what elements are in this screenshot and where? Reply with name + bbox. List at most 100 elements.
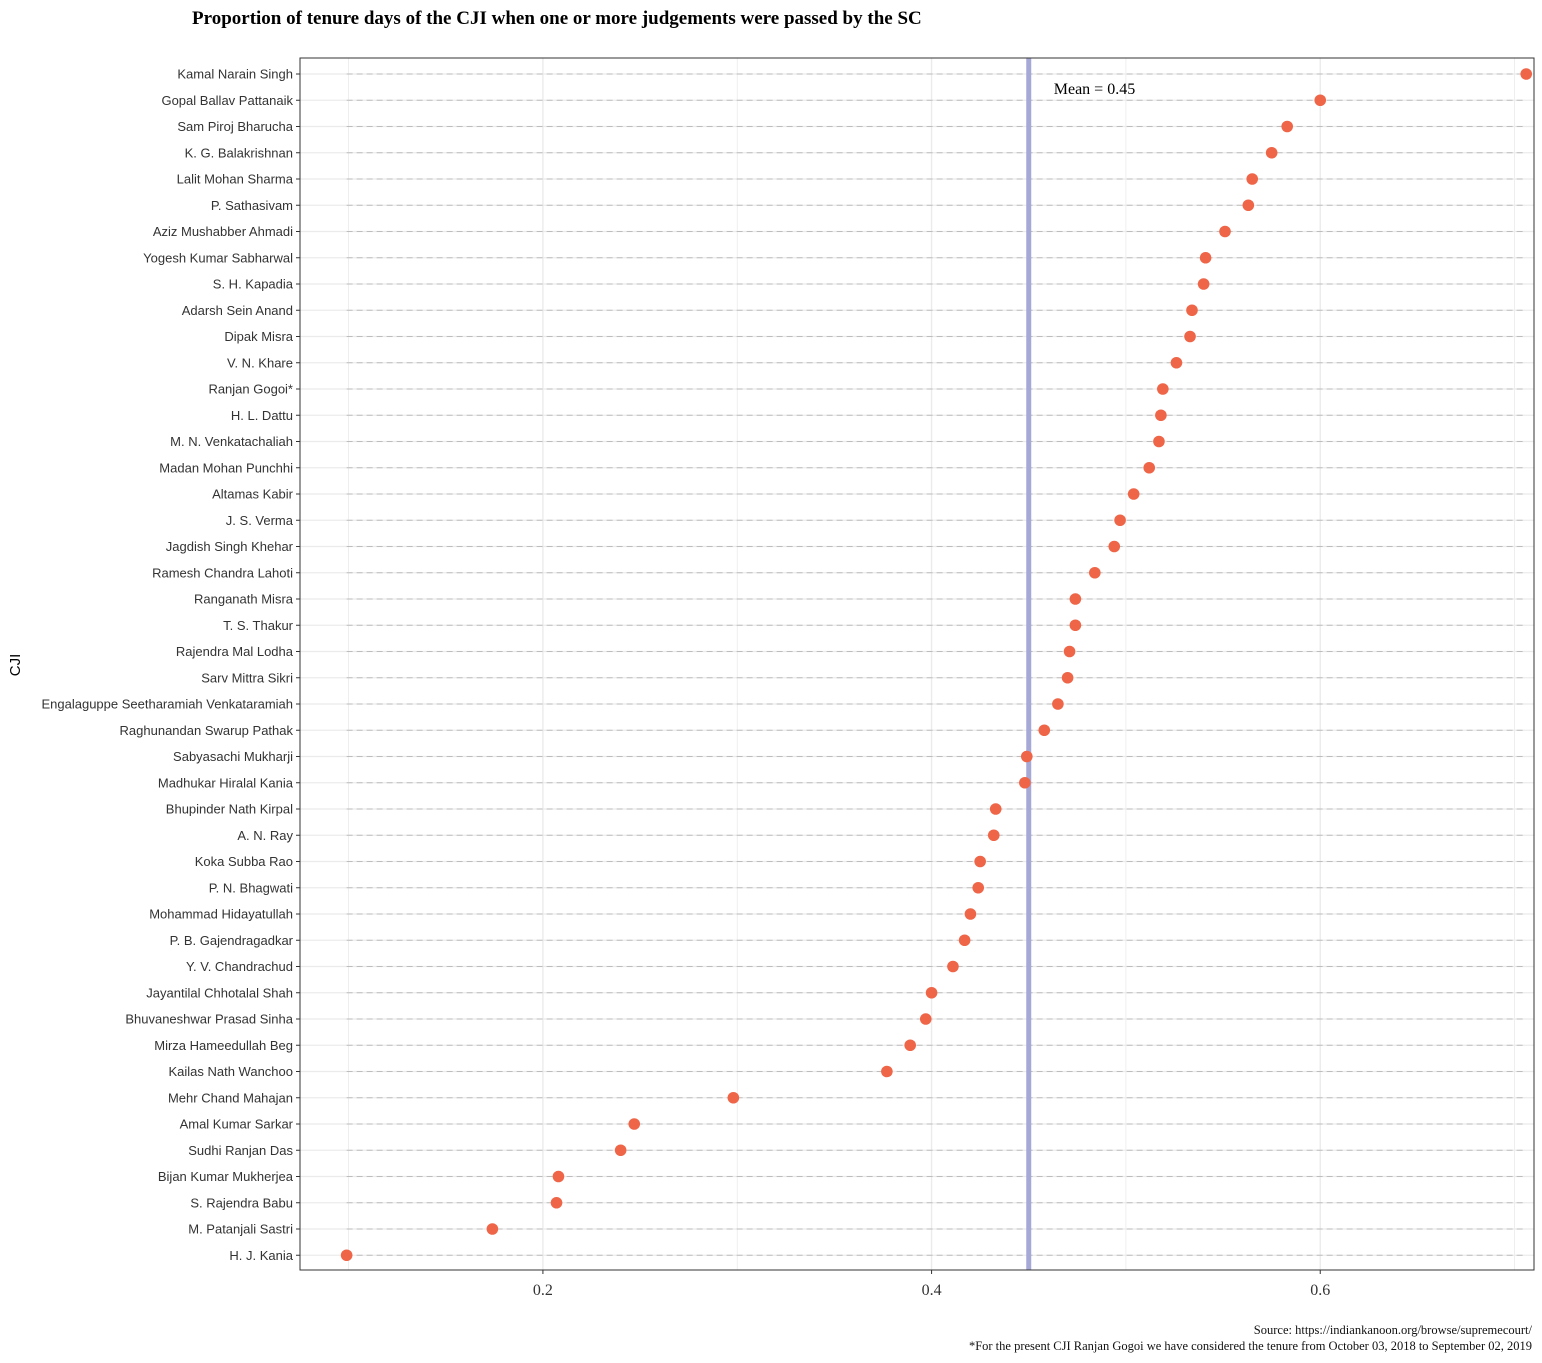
data-point [1127,488,1140,500]
y-tick-label: Bhuvaneshwar Prasad Sinha [125,1012,293,1027]
data-point [904,1039,916,1052]
data-point [919,1013,932,1025]
y-tick-label: Engalaguppe Seetharamiah Venkataramiah [41,697,293,712]
data-point [1108,540,1121,553]
data-point [552,1170,565,1183]
y-tick-label: Mehr Chand Mahajan [168,1090,293,1105]
y-tick-label: P. B. Gajendragadkar [170,933,294,948]
y-tick-label: M. N. Venkatachaliah [170,434,293,449]
data-point [1199,251,1212,264]
data-point [1281,120,1293,133]
y-tick-label: Mirza Hameedullah Beg [154,1038,293,1053]
y-tick-label: K. G. Balakrishnan [185,145,293,160]
y-tick-label: P. Sathasivam [211,198,293,213]
y-tick-label: Sudhi Ranjan Das [188,1143,293,1158]
y-tick-label: Ranganath Misra [194,592,294,607]
y-tick-label: Kailas Nath Wanchoo [168,1064,293,1079]
data-point [1061,671,1074,684]
y-tick-label: Raghunandan Swarup Pathak [120,723,294,738]
dash-lines [346,73,1527,1256]
chart-title: Proportion of tenure days of the CJI whe… [192,8,922,29]
data-point [1143,461,1156,474]
y-tick-label: Dipak Misra [224,329,293,344]
data-point [1020,750,1033,763]
data-point [947,960,959,973]
y-tick-label: Madan Mohan Punchhi [159,460,293,475]
y-axis-title: CJI [7,654,24,677]
data-point [1184,330,1196,343]
y-tick-label: V. N. Khare [227,355,293,370]
data-point [1197,278,1210,290]
data-point [1186,304,1198,317]
data-point [1246,173,1259,185]
data-point [1314,94,1327,107]
y-tick-label: Madhukar Hiralal Kania [158,775,294,790]
grid-layer [300,58,1534,1270]
y-tick-label: Jagdish Singh Khehar [166,539,294,554]
data-point [340,1249,353,1262]
panel-border [299,57,1535,1271]
data-point [1069,619,1082,632]
y-tick-label: T. S. Thakur [223,618,294,633]
source-note: Source: https://indiankanoon.org/browse/… [1253,1323,1532,1337]
y-tick-label: H. L. Dattu [231,408,293,423]
data-point [974,855,986,868]
data-point [628,1118,641,1130]
data-points [340,68,1533,1262]
mean-label: Mean = 0.45 [1054,81,1135,98]
y-tick-label: Yogesh Kumar Sabharwal [143,250,293,265]
data-point [881,1065,893,1078]
y-tick-label: S. Rajendra Babu [190,1195,293,1210]
data-point [958,934,971,947]
data-point [964,908,977,920]
y-tick-label: Sabyasachi Mukharji [173,749,293,764]
y-tick-label: Kamal Narain Singh [177,67,293,82]
y-tick-label: Adarsh Sein Anand [182,303,293,318]
data-point [1153,435,1165,448]
y-tick-label: Koka Subba Rao [195,854,293,869]
y-tick-label: Altamas Kabir [212,487,294,502]
data-point [727,1091,740,1104]
y-tick-label: S. H. Kapadia [213,277,294,292]
x-tick-label: 0.6 [1310,1282,1330,1299]
y-tick-label: Bhupinder Nath Kirpal [166,802,293,817]
x-tick-label: 0.4 [922,1282,942,1299]
y-tick-label: M. Patanjali Sastri [188,1222,293,1237]
data-point [1038,724,1051,737]
dot-plot: Mean = 0.45 Kamal Narain Singh Gopal Ball… [7,57,1535,1299]
data-point [1155,409,1167,422]
y-tick-label: Y. V. Chandrachud [186,959,293,974]
data-point [614,1144,627,1157]
y-tick-label: Lalit Mohan Sharma [177,172,294,187]
data-point [925,986,938,999]
y-tick-label: Bijan Kumar Mukherjea [158,1169,294,1184]
data-point [987,829,1000,842]
data-point [1265,146,1278,159]
y-tick-labels: Kamal Narain Singh Gopal Ballav Pattanaik… [41,67,300,1263]
y-tick-label: Aziz Mushabber Ahmadi [153,224,293,239]
data-point [972,881,985,894]
data-point [989,803,1002,815]
y-tick-label: J. S. Verma [226,513,294,528]
y-tick-label: Rajendra Mal Lodha [176,644,294,659]
x-tick-label: 0.2 [533,1282,553,1299]
data-point [1242,199,1255,212]
y-tick-label: Sam Piroj Bharucha [177,119,293,134]
data-point [1069,593,1082,605]
tenure-note: *For the present CJI Ranjan Gogoi we hav… [968,1339,1532,1353]
data-point [1019,776,1031,789]
y-tick-label: Mohammad Hidayatullah [149,907,293,922]
x-tick-labels: 0.2 0.4 0.6 [533,1270,1330,1299]
y-tick-label: Ranjan Gogoi* [208,382,293,397]
y-tick-label: P. N. Bhagwati [209,880,293,895]
y-tick-label: H. J. Kania [229,1248,293,1263]
y-tick-label: Gopal Ballav Pattanaik [161,93,293,108]
y-tick-label: Jayantilal Chhotalal Shah [146,985,293,1000]
y-tick-label: Sarv Mittra Sikri [201,670,293,685]
data-point [1520,68,1533,80]
data-point [1219,225,1231,238]
data-point [1170,356,1183,369]
y-tick-label: Ramesh Chandra Lahoti [152,565,293,580]
data-point [1114,514,1126,527]
data-point [550,1196,563,1209]
